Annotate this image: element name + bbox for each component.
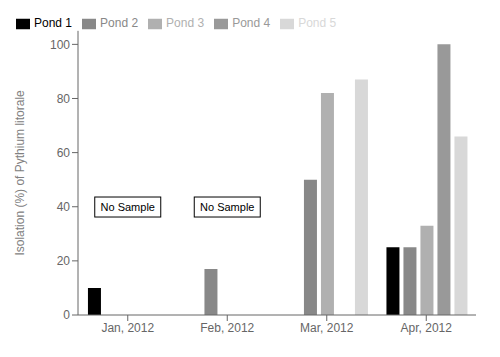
html-text:Pond 1: Pond 1 — [34, 16, 72, 30]
svg-text:20: 20 — [57, 254, 71, 268]
svg-text:No Sample: No Sample — [200, 201, 254, 213]
svg-text:No Sample: No Sample — [101, 201, 155, 213]
svg-text:0: 0 — [63, 308, 70, 322]
svg-text:Apr, 2012: Apr, 2012 — [401, 321, 453, 335]
svg-text:Feb, 2012: Feb, 2012 — [200, 321, 254, 335]
svg-text:80: 80 — [57, 92, 71, 106]
html-text:Pond 2: Pond 2 — [100, 16, 139, 30]
svg-text:100: 100 — [50, 38, 70, 52]
svg-text:60: 60 — [57, 146, 71, 160]
svg-text:Mar, 2012: Mar, 2012 — [300, 321, 354, 335]
svg-text:Jan, 2012: Jan, 2012 — [101, 321, 154, 335]
html-text:Pond 5: Pond 5 — [298, 16, 337, 30]
html-text:Pond 4: Pond 4 — [232, 16, 271, 30]
svg-text:Isolation (%) of Pythium litor: Isolation (%) of Pythium litorale — [13, 90, 27, 256]
html-text:Pond 3: Pond 3 — [166, 16, 205, 30]
svg-text:40: 40 — [57, 200, 71, 214]
